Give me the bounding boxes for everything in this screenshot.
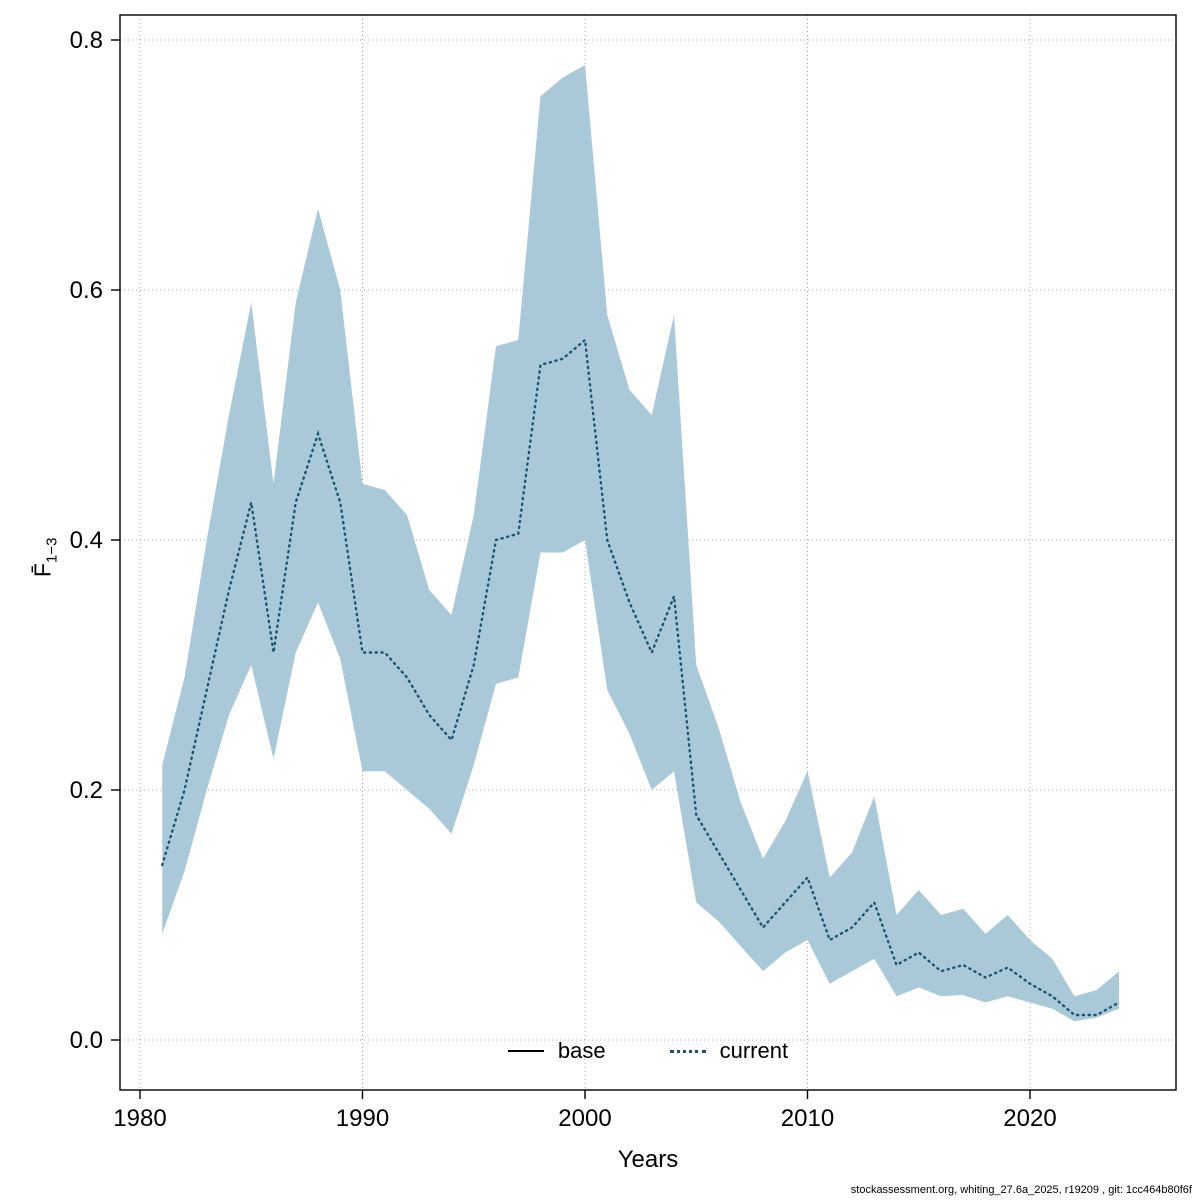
- y-axis-label-sub: 1−3: [43, 537, 61, 563]
- legend-item-base: base: [507, 1038, 606, 1064]
- svg-text:2020: 2020: [1003, 1105, 1056, 1132]
- svg-text:1990: 1990: [336, 1105, 389, 1132]
- legend: base current: [120, 1038, 1176, 1064]
- svg-text:0.0: 0.0: [70, 1027, 103, 1054]
- svg-text:0.6: 0.6: [70, 277, 103, 304]
- footer-attribution: stockassessment.org, whiting_27.6a_2025,…: [850, 1184, 1192, 1196]
- svg-text:0.2: 0.2: [70, 777, 103, 804]
- base-line-swatch: [507, 1050, 544, 1052]
- x-axis-label: Years: [617, 1146, 679, 1173]
- legend-base-label: base: [557, 1038, 606, 1063]
- current-line-swatch: [669, 1049, 706, 1053]
- svg-text:2010: 2010: [781, 1105, 834, 1132]
- svg-text:2000: 2000: [558, 1105, 611, 1132]
- y-axis-label: F̄1−3: [30, 502, 61, 612]
- svg-text:1980: 1980: [113, 1105, 166, 1132]
- y-axis-label-main: F̄: [29, 563, 56, 578]
- svg-text:0.4: 0.4: [70, 527, 103, 554]
- svg-text:0.8: 0.8: [70, 27, 103, 54]
- legend-current-label: current: [719, 1038, 789, 1063]
- legend-item-current: current: [669, 1038, 789, 1064]
